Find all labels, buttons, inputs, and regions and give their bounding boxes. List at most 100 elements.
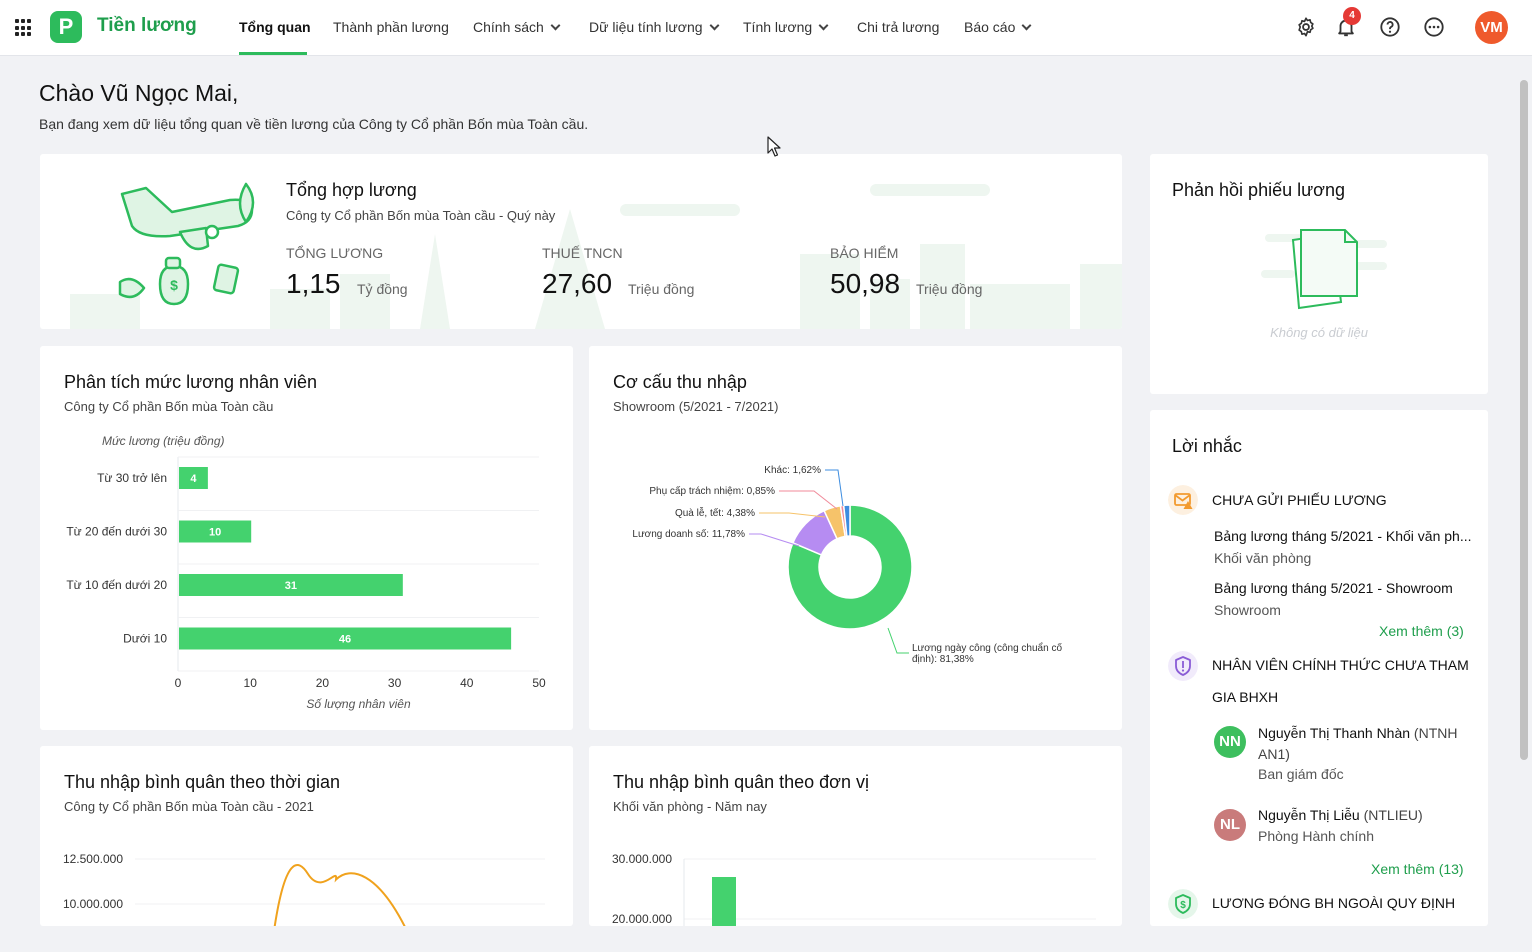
total-salary-value: 1,15 [286, 268, 341, 299]
y-axis-title: Mức lương (triệu đồng) [102, 434, 225, 448]
income-structure-card: Cơ cấu thu nhập Showroom (5/2021 - 7/202… [589, 346, 1122, 730]
nav-chinh-sach[interactable]: Chính sách [473, 19, 561, 35]
reminder-item-payslip-showroom[interactable]: Bảng lương tháng 5/2021 - Showroom [1214, 580, 1453, 596]
employee-name-nhan[interactable]: Nguyễn Thị Thanh Nhàn (NTNH AN1) [1258, 725, 1458, 762]
bar [179, 627, 512, 650]
pit-value: 27,60 [542, 268, 613, 299]
pie-slice-label: Lương doanh số: 11,78% [632, 528, 745, 540]
nav-thanh-phan-luong[interactable]: Thành phần lương [333, 19, 449, 35]
y-tick-label: 10.000.000 [63, 897, 123, 911]
nav-chi-tra-luong[interactable]: Chi trả lương [857, 19, 940, 35]
salary-analysis-title: Phân tích mức lương nhân viên [64, 372, 318, 392]
avg-income-unit-title: Thu nhập bình quân theo đơn vị [613, 772, 869, 792]
reminder-item-sub: Khối văn phòng [1214, 550, 1312, 566]
chevron-down-icon [818, 20, 829, 31]
y-category-label: Từ 20 đến dưới 30 [66, 525, 167, 539]
reminder-item-payslip-office[interactable]: Bảng lương tháng 5/2021 - Khối văn ph... [1214, 528, 1472, 544]
pit-label: THUẾ TNCN [542, 245, 623, 261]
pie-leader-line [887, 627, 909, 654]
pie-slice-label: Lương ngày công (công chuẩn cố định): 81,… [912, 642, 1062, 665]
employee-department: Ban giám đốc [1258, 766, 1344, 782]
salary-distribution-chart: Mức lương (triệu đồng) 0 10 20 30 40 50 Từ 30 t… [66, 434, 546, 711]
avg-income-time-chart: 12.500.000 10.000.000 [63, 852, 545, 926]
svg-text:$: $ [170, 277, 178, 293]
unsent-payslip-icon [1168, 485, 1198, 515]
x-tick-label: 10 [244, 676, 258, 690]
bar [179, 467, 208, 489]
reminders-title: Lời nhắc [1172, 436, 1242, 456]
see-more-unsent-link[interactable]: Xem thêm (3) [1379, 623, 1464, 639]
chevron-down-icon [709, 20, 719, 31]
page-scrollbar[interactable] [1520, 80, 1528, 760]
reminder-heading-insurance-out-of-rule: LƯƠNG ĐÓNG BH NGOÀI QUY ĐỊNH [1212, 895, 1456, 911]
x-tick-label: 20 [316, 676, 330, 690]
employee-avatar: NN [1214, 726, 1246, 758]
line-series [273, 864, 406, 926]
x-tick-label: 50 [532, 676, 546, 690]
app-logo[interactable]: P [50, 11, 82, 43]
more-options-icon[interactable] [1423, 16, 1445, 38]
insurance-money-icon: $ [1168, 889, 1198, 919]
salary-analysis-card: Phân tích mức lương nhân viên Công ty Cổ… [40, 346, 573, 730]
svg-text:$: $ [1180, 900, 1186, 911]
salary-summary-card: $ Tổng hợp lương Công ty Cổ phần Bốn mùa… [40, 154, 1122, 329]
nav-tong-quan[interactable]: Tổng quan [239, 19, 311, 35]
nav-tinh-luong[interactable]: Tính lương [743, 19, 829, 35]
nav-du-lieu-tinh-luong[interactable]: Dữ liệu tính lương [589, 19, 719, 35]
mouse-cursor-icon [767, 136, 781, 157]
employee-name-lieu[interactable]: Nguyễn Thị Liễu (NTLIEU) [1258, 807, 1423, 823]
see-more-bhxh-link[interactable]: Xem thêm (13) [1371, 861, 1464, 877]
city-skyline-illustration [70, 184, 1122, 329]
help-icon[interactable] [1379, 16, 1401, 38]
pie-leader-line [825, 469, 844, 507]
greeting-title: Chào Vũ Ngọc Mai, [39, 80, 239, 106]
income-structure-subtitle: Showroom (5/2021 - 7/2021) [613, 399, 779, 414]
summary-subtitle: Công ty Cổ phần Bốn mùa Toàn cầu - Quý n… [286, 208, 556, 223]
notification-count-badge: 4 [1343, 7, 1361, 25]
income-structure-chart: Lương ngày công (công chuẩn cố định): 81,… [632, 465, 1062, 665]
pie-slice-label: Quà lễ, tết: 4,38% [675, 506, 755, 519]
bar-value-label: 46 [339, 634, 351, 646]
reminders-card: Lời nhắc CHƯA GỬI PHIẾU LƯƠNG Bảng lương… [1150, 410, 1488, 926]
bar [179, 520, 252, 543]
reminder-heading-unsent-payslip: CHƯA GỬI PHIẾU LƯƠNG [1212, 492, 1387, 508]
avg-income-unit-card: Thu nhập bình quân theo đơn vị Khối văn … [589, 746, 1122, 926]
nav-bao-cao[interactable]: Báo cáo [964, 19, 1032, 35]
active-tab-indicator [239, 52, 307, 55]
pie-leader-line [749, 533, 800, 547]
insurance-value: 50,98 [830, 268, 901, 299]
y-tick-label: 20.000.000 [612, 912, 672, 926]
shield-warning-icon [1168, 651, 1198, 681]
feedback-title: Phản hồi phiếu lương [1172, 180, 1345, 200]
airplane-money-illustration: $ [118, 182, 255, 306]
avg-income-unit-chart: 30.000.000 20.000.000 [612, 852, 1096, 926]
settings-gear-icon[interactable] [1295, 16, 1317, 38]
employee-department: Phòng Hành chính [1258, 828, 1374, 844]
app-brand[interactable]: Tiền lương [97, 15, 197, 36]
pie-slice [787, 504, 913, 630]
app-launcher-icon[interactable] [14, 18, 34, 38]
chevron-down-icon [1021, 20, 1032, 31]
avg-income-time-subtitle: Công ty Cổ phần Bốn mùa Toàn cầu - 2021 [64, 799, 314, 814]
employee-avatar: NL [1214, 809, 1246, 841]
insurance-label: BẢO HIỂM [830, 245, 899, 261]
insurance-unit: Triệu đồng [916, 281, 983, 297]
x-axis-title: Số lượng nhân viên [306, 697, 411, 711]
chevron-down-icon [550, 20, 561, 31]
greeting-subtitle: Bạn đang xem dữ liệu tổng quan về tiền l… [39, 116, 589, 132]
total-salary-unit: Tỷ đồng [357, 281, 408, 297]
salary-analysis-subtitle: Công ty Cổ phần Bốn mùa Toàn cầu [64, 399, 274, 414]
payslip-feedback-card: Phản hồi phiếu lương Không có dữ liệu [1150, 154, 1488, 394]
x-tick-label: 0 [175, 676, 182, 690]
top-bar: P Tiền lương Tổng quan Thành phần lương … [0, 0, 1532, 56]
income-structure-title: Cơ cấu thu nhập [613, 372, 747, 392]
y-tick-label: 12.500.000 [63, 852, 123, 866]
user-avatar[interactable]: VM [1475, 11, 1508, 44]
avg-income-time-card: Thu nhập bình quân theo thời gian Công t… [40, 746, 573, 926]
pie-leader-line [779, 490, 838, 510]
bar [179, 574, 403, 596]
empty-document-icon [1261, 229, 1387, 310]
reminder-item-sub: Showroom [1214, 602, 1281, 618]
bar-value-label: 4 [190, 473, 197, 485]
reminder-heading-no-bhxh: NHÂN VIÊN CHÍNH THỨC CHƯA THAM GIA BHXH [1212, 657, 1469, 705]
